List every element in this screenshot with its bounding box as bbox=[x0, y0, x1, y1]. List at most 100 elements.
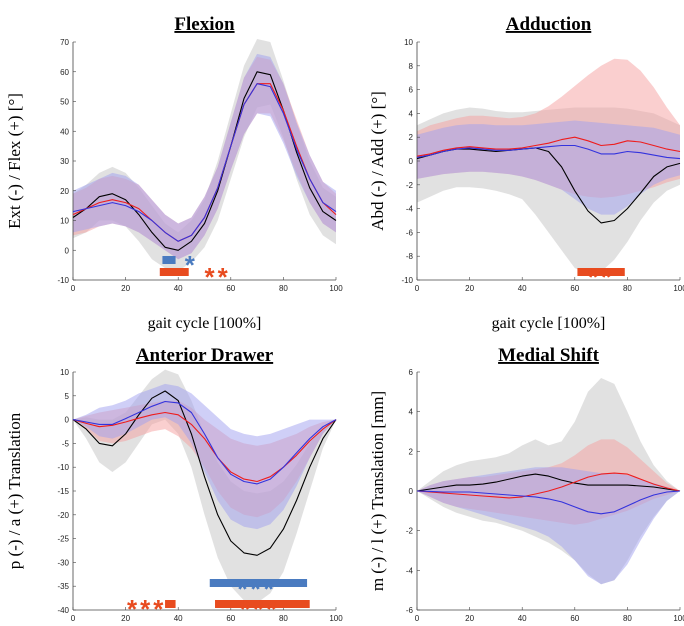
y-tick-label: -4 bbox=[406, 205, 414, 214]
significance-stars: ** bbox=[588, 262, 614, 292]
significance-stars: *** bbox=[237, 574, 276, 604]
series-line-blue bbox=[72, 400, 337, 485]
y-tick-label: -6 bbox=[406, 606, 414, 615]
x-tick-label: 80 bbox=[279, 284, 288, 293]
y-tick-label: -30 bbox=[57, 558, 69, 567]
x-tick-label: 20 bbox=[465, 614, 474, 623]
series-line-red bbox=[72, 411, 337, 483]
y-tick-label: 10 bbox=[60, 217, 69, 226]
series-line-blue bbox=[72, 83, 337, 242]
x-tick-label: 60 bbox=[570, 614, 579, 623]
x-tick-label: 100 bbox=[673, 284, 684, 293]
y-tick-label: 5 bbox=[65, 392, 70, 401]
x-tick-label: 20 bbox=[465, 284, 474, 293]
x-tick-label: 80 bbox=[623, 614, 632, 623]
significance-bar bbox=[162, 256, 176, 264]
x-tick-label: 40 bbox=[518, 614, 527, 623]
y-tick-label: -8 bbox=[406, 252, 414, 261]
y-tick-label: 20 bbox=[60, 187, 69, 196]
x-axis-label: gait cycle [100%] bbox=[148, 315, 262, 332]
y-tick-label: 10 bbox=[404, 38, 413, 47]
band-blue bbox=[73, 383, 336, 530]
y-tick-label: 2 bbox=[409, 133, 414, 142]
band-grey bbox=[73, 369, 336, 603]
y-tick-label: 8 bbox=[409, 62, 414, 71]
x-axis-label: gait cycle [100%] bbox=[492, 315, 606, 332]
y-tick-label: 60 bbox=[60, 68, 69, 77]
y-tick-label: -10 bbox=[57, 276, 69, 285]
series-line-black bbox=[72, 390, 337, 556]
y-tick-label: -10 bbox=[57, 463, 69, 472]
x-tick-label: 40 bbox=[518, 284, 527, 293]
y-tick-label: -2 bbox=[406, 527, 414, 536]
series-line-blue bbox=[416, 144, 681, 160]
chart-panel-2: -10-8-6-4-20246810020406080100**Adductio… bbox=[368, 14, 684, 332]
x-tick-label: 20 bbox=[121, 614, 130, 623]
y-axis-label: p (-) / a (+) Translation bbox=[5, 412, 24, 569]
x-tick-label: 80 bbox=[279, 614, 288, 623]
x-tick-label: 40 bbox=[174, 614, 183, 623]
x-tick-label: 100 bbox=[329, 284, 343, 293]
chart-title: Medial Shift bbox=[498, 345, 599, 366]
y-tick-label: 4 bbox=[409, 109, 414, 118]
x-tick-label: 0 bbox=[415, 284, 420, 293]
y-tick-label: 4 bbox=[409, 408, 414, 417]
x-tick-label: 60 bbox=[226, 284, 235, 293]
y-tick-label: -25 bbox=[57, 535, 69, 544]
y-tick-label: 6 bbox=[409, 86, 414, 95]
x-tick-label: 20 bbox=[121, 284, 130, 293]
series-line-red bbox=[416, 472, 681, 499]
significance-bar bbox=[165, 600, 176, 608]
significance-stars: *** bbox=[240, 594, 279, 624]
y-axis-label: Abd (-) / Add (+) [°] bbox=[368, 91, 387, 231]
x-tick-label: 60 bbox=[226, 614, 235, 623]
y-tick-label: 6 bbox=[409, 368, 414, 377]
y-tick-label: -5 bbox=[62, 439, 70, 448]
y-axis-label: m (-) / l (+) Translation [mm] bbox=[368, 391, 387, 591]
y-tick-label: -4 bbox=[406, 566, 414, 575]
y-tick-label: 40 bbox=[60, 127, 69, 136]
y-tick-label: -40 bbox=[57, 606, 69, 615]
x-tick-label: 60 bbox=[570, 284, 579, 293]
y-tick-label: -15 bbox=[57, 487, 69, 496]
significance-bar bbox=[577, 268, 625, 276]
significance-bar bbox=[159, 268, 189, 276]
significance-stars: ** bbox=[205, 262, 231, 292]
y-tick-label: 2 bbox=[409, 447, 414, 456]
series-line-blue bbox=[416, 490, 681, 515]
y-tick-label: 0 bbox=[65, 246, 70, 255]
significance-bar bbox=[209, 579, 308, 587]
x-tick-label: 100 bbox=[673, 614, 684, 623]
y-tick-label: 0 bbox=[409, 487, 414, 496]
band-blue bbox=[73, 53, 336, 260]
chart-title: Anterior Drawer bbox=[136, 345, 274, 366]
x-tick-label: 100 bbox=[329, 614, 343, 623]
y-tick-label: -20 bbox=[57, 511, 69, 520]
chart-title: Flexion bbox=[174, 14, 235, 35]
chart-title: Adduction bbox=[506, 14, 592, 35]
series-line-black bbox=[416, 473, 681, 492]
significance-stars: * bbox=[185, 250, 198, 280]
y-tick-label: -35 bbox=[57, 582, 69, 591]
series-line-red bbox=[416, 136, 681, 157]
y-tick-label: 10 bbox=[60, 368, 69, 377]
y-tick-label: 30 bbox=[60, 157, 69, 166]
y-axis-label: Ext (-) / Flex (+) [°] bbox=[5, 93, 24, 229]
significance-bar bbox=[215, 600, 310, 608]
y-tick-label: -6 bbox=[406, 228, 414, 237]
x-tick-label: 0 bbox=[71, 614, 76, 623]
x-tick-label: 80 bbox=[623, 284, 632, 293]
x-tick-label: 0 bbox=[415, 614, 420, 623]
y-tick-label: -10 bbox=[401, 276, 413, 285]
y-tick-label: 0 bbox=[65, 416, 70, 425]
y-tick-label: 50 bbox=[60, 98, 69, 107]
y-tick-label: 0 bbox=[409, 157, 414, 166]
x-tick-label: 0 bbox=[71, 284, 76, 293]
y-tick-label: 70 bbox=[60, 38, 69, 47]
x-tick-label: 40 bbox=[174, 284, 183, 293]
y-tick-label: -2 bbox=[406, 181, 414, 190]
